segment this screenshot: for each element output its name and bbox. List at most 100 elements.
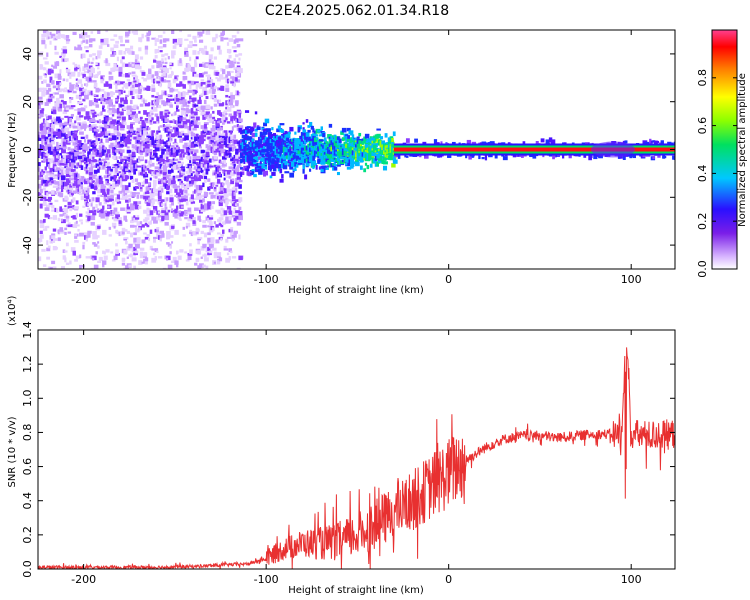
heatmap-cell [102,148,107,153]
heatmap-cell [92,210,97,216]
heatmap-cell [113,109,119,114]
heatmap-cell [106,205,110,209]
heatmap-cell [231,146,235,151]
heatmap-cell [87,60,91,64]
heatmap-cell [93,169,98,174]
heatmap-cell [166,126,169,132]
heatmap-cell [328,162,331,168]
heatmap-cell [69,183,73,189]
heatmap-cell [166,180,169,184]
heatmap-cell [54,122,60,126]
heatmap-cell [233,207,237,211]
heatmap-cell [83,94,89,100]
heatmap-cell [74,174,78,180]
heatmap-cell [103,196,107,201]
heatmap-cell [195,133,198,138]
heatmap-cell [149,162,155,167]
heatmap-cell [39,203,43,209]
heatmap-cell [60,99,64,103]
heatmap-cell [171,88,175,92]
heatmap-cell [233,60,237,64]
heatmap-cell [42,79,47,84]
heatmap-cell [345,147,349,152]
heatmap-cell [134,64,140,70]
heatmap-cell [226,150,231,154]
heatmap-cell [69,171,74,176]
heatmap-cell [156,98,159,103]
heatmap-cell [102,158,107,162]
heatmap-cell [151,199,155,205]
heatmap-cell [125,185,129,191]
heatmap-cell [157,211,162,214]
heatmap-cell [152,152,156,155]
heatmap-cell [184,135,189,141]
heatmap-cell [59,142,63,146]
heatmap-cell [139,255,144,259]
heatmap-cell [47,180,51,183]
heatmap-cell [235,203,238,206]
heatmap-cell [220,133,223,136]
heatmap-cell [51,146,56,152]
heatmap-cell [125,96,128,102]
heatmap-cell [171,159,175,164]
heatmap-cell [198,175,204,179]
heatmap-cell [175,83,181,87]
heatmap-cell [100,79,103,82]
heatmap-cell [85,178,89,181]
heatmap-cell [333,134,337,140]
heatmap-cell [246,128,250,131]
heatmap-cell [151,100,154,106]
heatmap-cell [258,152,261,157]
heatmap-cell [233,67,237,71]
heatmap-cell [279,148,283,152]
heatmap-cell [82,88,87,92]
heatmap-cell [197,163,203,167]
heatmap-cell [152,236,158,239]
heatmap-cell [41,179,44,183]
heatmap-cell [134,30,138,33]
heatmap-cell [169,88,173,91]
heatmap-cell [49,202,53,205]
heatmap-cell [235,215,239,220]
heatmap-cell [185,148,190,153]
heatmap-cell [220,127,223,131]
heatmap-cell [105,157,110,161]
heatmap-cell [382,147,387,151]
heatmap-cell [123,82,129,88]
heatmap-cell [157,214,162,218]
heatmap-cell [220,237,223,242]
heatmap-cell [205,144,209,149]
heatmap-cell [238,234,241,240]
heatmap-cell [323,139,327,144]
heatmap-cell [59,82,62,85]
heatmap-cell [192,219,196,224]
heatmap-cell [93,98,96,103]
heatmap-cell [251,132,256,138]
heatmap-cell [231,235,235,239]
heatmap-cell [171,260,175,264]
heatmap-cell [95,56,98,60]
heatmap-cell [166,80,171,83]
heatmap-cell [189,125,192,131]
heatmap-cell [175,109,180,112]
heatmap-cell [148,200,151,203]
heatmap-cell [126,79,131,82]
heatmap-cell [51,238,54,243]
heatmap-cell [156,81,161,84]
heatmap-cell [60,175,66,181]
heatmap-cell [134,186,140,189]
heatmap-cell [82,205,86,208]
heatmap-cell [129,253,133,258]
heatmap-cell [74,145,77,150]
heatmap-cell [148,208,151,213]
heatmap-cell [189,249,193,255]
heatmap-cell [266,143,270,149]
heatmap-cell [79,87,84,92]
heatmap-cell [254,128,258,132]
heatmap-cell [133,237,138,243]
heatmap-cell [189,84,192,89]
heatmap-cell [136,127,142,131]
heatmap-cell [139,247,145,251]
heatmap-cell [368,155,372,161]
heatmap-cell [256,157,259,162]
